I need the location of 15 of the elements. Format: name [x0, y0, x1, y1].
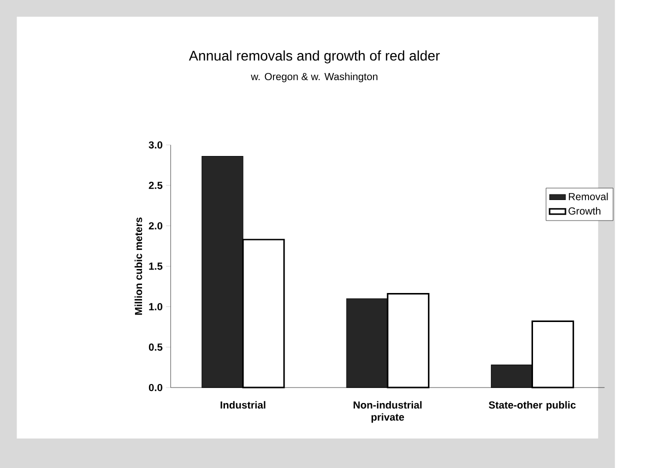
x-tick-label: Industrial — [220, 400, 266, 408]
y-tick-label: 0.0 — [148, 384, 162, 391]
legend-label: Growth — [568, 206, 600, 214]
y-tick-label: 0.5 — [148, 343, 162, 351]
x-tick-label: Non-industrial private — [354, 400, 422, 423]
y-tick-label: 2.0 — [148, 222, 162, 230]
legend-label: Removal — [568, 192, 608, 200]
y-tick-label: 1.5 — [149, 262, 162, 270]
y-axis-title: Million cubic meters — [134, 217, 142, 315]
y-tick-label: 2.5 — [148, 182, 162, 189]
chart-title: Annual removals and growth of red alder — [188, 50, 440, 64]
chart-subtitle: w. Oregon & w. Washington — [250, 72, 378, 82]
y-tick-label: 3.0 — [148, 141, 162, 148]
x-tick-label: State-other public — [488, 400, 576, 410]
y-tick-label: 1.0 — [149, 302, 162, 310]
